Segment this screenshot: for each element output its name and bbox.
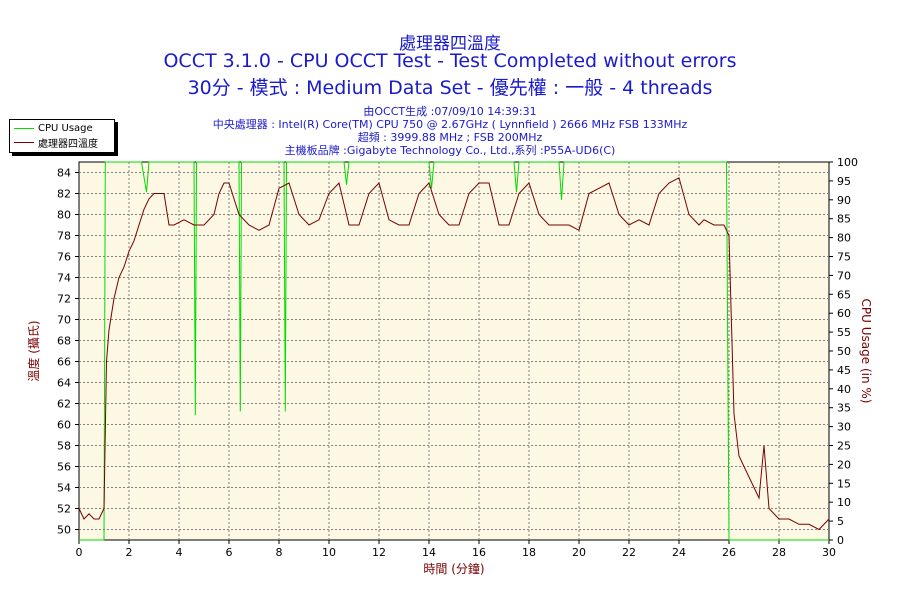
- legend-label-temperature: 處理器四溫度: [38, 139, 98, 150]
- y-left-axis-label: 溫度 (攝氏): [26, 320, 41, 381]
- legend-item-temperature: 處理器四溫度: [14, 136, 98, 150]
- chart-subtitle-1: OCCT 3.1.0 - CPU OCCT Test - Test Comple…: [163, 50, 737, 72]
- y-right-tick-label: 10: [837, 496, 851, 509]
- y-right-tick-label: 65: [837, 288, 851, 301]
- info-motherboard: 主機板品牌 :Gigabyte Technology Co., Ltd.,系列 …: [284, 144, 616, 157]
- y-left-tick-label: 66: [57, 356, 71, 369]
- y-right-tick-label: 85: [837, 213, 851, 226]
- x-tick-label: 6: [226, 546, 233, 559]
- legend-swatch-temperature: [14, 142, 34, 143]
- x-tick-label: 8: [276, 546, 283, 559]
- x-tick-label: 26: [722, 546, 736, 559]
- y-left-tick-label: 56: [57, 461, 71, 474]
- y-right-tick-label: 80: [837, 232, 851, 245]
- y-right-tick-label: 55: [837, 326, 851, 339]
- series-line-cpu-usage: [79, 161, 829, 541]
- y-right-tick-label: 100: [837, 156, 858, 169]
- chart-subtitle-2: 30分 - 模式 : Medium Data Set - 優先權 : 一般 - …: [187, 77, 713, 99]
- info-cpu: 中央處理器 : Intel(R) Core(TM) CPU 750 @ 2.67…: [212, 118, 688, 131]
- x-tick-label: 10: [322, 546, 336, 559]
- y-right-tick-label: 95: [837, 175, 851, 188]
- legend-item-cpu-usage: CPU Usage: [14, 122, 93, 135]
- plot-background: [78, 161, 830, 541]
- y-right-tick-label: 45: [837, 364, 851, 377]
- y-right-tick-label: 25: [837, 440, 851, 453]
- chart-title: 處理器四溫度: [399, 34, 501, 54]
- x-tick-label: 18: [522, 546, 536, 559]
- x-tick-label: 24: [672, 546, 686, 559]
- y-left-tick-label: 64: [57, 377, 71, 390]
- info-generated: 由OCCT生成 :07/09/10 14:39:31: [363, 105, 537, 118]
- chart-legend: CPU Usage 處理器四溫度: [9, 119, 115, 153]
- x-tick-label: 20: [572, 546, 586, 559]
- x-tick-label: 14: [422, 546, 436, 559]
- y-left-tick-label: 82: [57, 188, 71, 201]
- y-left-tick-label: 72: [57, 293, 71, 306]
- x-tick-label: 22: [622, 546, 636, 559]
- y-left-tick-label: 58: [57, 440, 71, 453]
- y-left-tick-label: 68: [57, 335, 71, 348]
- legend-label-cpu-usage: CPU Usage: [38, 123, 93, 134]
- y-left-tick-label: 78: [57, 230, 71, 243]
- info-overclock: 超頻 : 3999.88 MHz ; FSB 200MHz: [357, 131, 543, 144]
- y-right-tick-label: 75: [837, 251, 851, 264]
- grid-horizontal: [79, 172, 829, 530]
- series-layer: [78, 161, 830, 541]
- y-left-tick-label: 50: [57, 524, 71, 537]
- x-axis-label: 時間 (分鐘): [423, 561, 484, 576]
- y-left-tick-label: 52: [57, 503, 71, 516]
- y-left-tick-label: 60: [57, 419, 71, 432]
- y-right-axis-label: CPU Usage (in %): [859, 299, 873, 404]
- x-axis-ticks: 0 2 4 6 8 10 12 14 16 18 20 22 24 26 28 30: [76, 540, 836, 559]
- y-left-tick-label: 80: [57, 209, 71, 222]
- y-left-tick-label: 74: [57, 272, 71, 285]
- x-tick-label: 30: [822, 546, 836, 559]
- x-tick-label: 2: [126, 546, 133, 559]
- y-left-tick-label: 70: [57, 314, 71, 327]
- y-right-tick-label: 30: [837, 421, 851, 434]
- x-tick-label: 4: [176, 546, 183, 559]
- y-left-tick-label: 76: [57, 251, 71, 264]
- x-tick-label: 28: [772, 546, 786, 559]
- y-left-tick-label: 84: [57, 167, 71, 180]
- y-left-tick-label: 54: [57, 482, 71, 495]
- y-right-tick-label: 50: [837, 345, 851, 358]
- y-right-tick-label: 5: [837, 515, 844, 528]
- y-right-tick-label: 35: [837, 402, 851, 415]
- y-right-tick-label: 15: [837, 477, 851, 490]
- grid-vertical: [128, 162, 780, 540]
- y-left-axis-ticks: 50 52 54 56 58 60 62 64 66 68 70 72 74 76 78 80 82 84: [57, 167, 79, 537]
- x-tick-label: 0: [76, 546, 83, 559]
- y-right-tick-label: 0: [837, 534, 844, 547]
- y-left-tick-label: 62: [57, 398, 71, 411]
- y-right-tick-label: 70: [837, 269, 851, 282]
- y-right-tick-label: 40: [837, 383, 851, 396]
- y-right-tick-label: 20: [837, 458, 851, 471]
- series-line-temperature: [78, 177, 830, 531]
- legend-swatch-cpu-usage: [14, 128, 34, 129]
- y-right-tick-label: 90: [837, 194, 851, 207]
- x-tick-label: 16: [472, 546, 486, 559]
- x-tick-label: 12: [372, 546, 386, 559]
- y-right-tick-label: 60: [837, 307, 851, 320]
- y-right-axis-ticks: 0 5 10 15 20 25 30 35 40 45 50 55 60 65 70 75 80 85 90 95 10…: [829, 156, 858, 547]
